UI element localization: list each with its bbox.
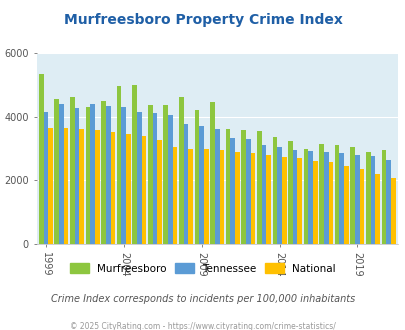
Bar: [64, 128, 68, 244]
Bar: [328, 162, 333, 244]
Bar: [59, 105, 64, 244]
Bar: [307, 151, 312, 244]
Bar: [141, 136, 146, 244]
Bar: [261, 145, 266, 244]
Bar: [350, 147, 354, 244]
Bar: [95, 130, 99, 244]
Bar: [272, 137, 277, 244]
Bar: [173, 147, 177, 244]
Bar: [245, 139, 250, 244]
Bar: [79, 129, 84, 244]
Bar: [214, 129, 219, 244]
Bar: [110, 132, 115, 244]
Text: Murfreesboro Property Crime Index: Murfreesboro Property Crime Index: [64, 13, 341, 27]
Bar: [203, 149, 208, 244]
Bar: [183, 124, 188, 244]
Bar: [75, 108, 79, 244]
Bar: [43, 112, 48, 244]
Bar: [250, 153, 255, 244]
Bar: [277, 147, 281, 244]
Bar: [323, 152, 328, 244]
Bar: [297, 158, 301, 244]
Bar: [318, 144, 323, 244]
Bar: [312, 161, 317, 244]
Bar: [179, 97, 183, 244]
Bar: [210, 102, 214, 244]
Bar: [70, 97, 75, 244]
Bar: [132, 85, 136, 244]
Bar: [241, 130, 245, 244]
Bar: [90, 105, 95, 244]
Bar: [136, 113, 141, 244]
Bar: [199, 126, 203, 244]
Text: © 2025 CityRating.com - https://www.cityrating.com/crime-statistics/: © 2025 CityRating.com - https://www.city…: [70, 322, 335, 330]
Bar: [163, 106, 168, 244]
Bar: [292, 150, 297, 244]
Bar: [117, 86, 121, 244]
Bar: [359, 169, 364, 244]
Bar: [85, 107, 90, 244]
Bar: [225, 129, 230, 244]
Bar: [385, 160, 390, 244]
Bar: [354, 155, 359, 244]
Bar: [334, 145, 339, 244]
Text: Crime Index corresponds to incidents per 100,000 inhabitants: Crime Index corresponds to incidents per…: [51, 294, 354, 304]
Bar: [147, 106, 152, 244]
Bar: [339, 153, 343, 244]
Bar: [121, 107, 126, 244]
Bar: [48, 128, 53, 244]
Bar: [39, 74, 43, 244]
Bar: [188, 149, 193, 244]
Bar: [374, 174, 379, 244]
Bar: [101, 101, 106, 244]
Bar: [152, 114, 157, 244]
Bar: [234, 152, 239, 244]
Bar: [168, 115, 173, 244]
Bar: [219, 150, 224, 244]
Bar: [365, 152, 370, 244]
Bar: [281, 157, 286, 244]
Bar: [126, 134, 130, 244]
Bar: [106, 106, 110, 244]
Bar: [390, 178, 394, 244]
Bar: [54, 99, 59, 244]
Legend: Murfreesboro, Tennessee, National: Murfreesboro, Tennessee, National: [70, 263, 335, 274]
Bar: [370, 156, 374, 244]
Bar: [266, 155, 270, 244]
Bar: [256, 131, 261, 244]
Bar: [194, 110, 199, 244]
Bar: [303, 148, 307, 244]
Bar: [343, 166, 348, 244]
Bar: [157, 140, 162, 244]
Bar: [288, 141, 292, 244]
Bar: [230, 138, 234, 244]
Bar: [381, 150, 385, 244]
